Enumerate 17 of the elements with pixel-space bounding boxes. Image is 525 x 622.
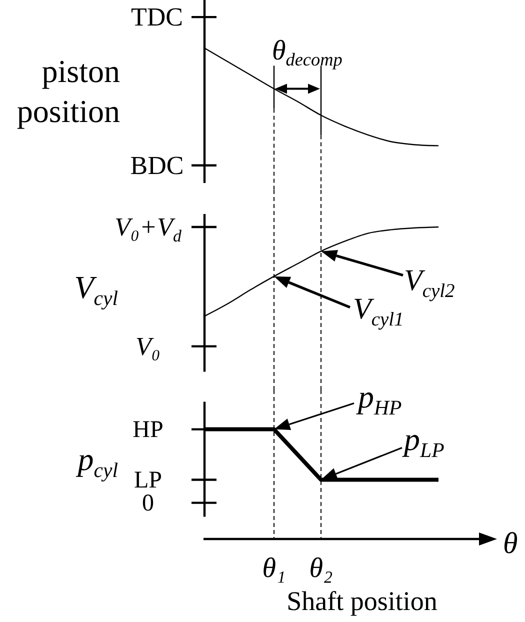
text: θ (503, 527, 518, 560)
y-axis-title: piston position (16, 53, 120, 129)
annotation: p$_{LP}$ (402, 420, 445, 462)
ref-line-label: TDC (131, 2, 183, 32)
annotation: p$_{HP}$ (356, 378, 402, 420)
y-axis-title: V$_{cyl}$ (74, 269, 118, 310)
ref-line-label: V₀ (136, 332, 160, 361)
x-tick-label: θ₁ (262, 553, 286, 584)
annotation: V$_{cyl1}$ (353, 292, 404, 330)
x-tick-label: θ₂ (309, 553, 334, 584)
ref-line-label: HP (132, 417, 164, 444)
ref-line-label: BDC (130, 150, 184, 180)
annotation: θ$_{decomp}$ (272, 36, 342, 70)
ref-line-label: V₀+V$_{d}$ (114, 212, 182, 246)
annotation: V$_{cyl2}$ (404, 264, 456, 302)
x-axis-title: Shaft position (286, 586, 438, 616)
y-axis-title: p$_{cyl}$ (76, 441, 118, 482)
